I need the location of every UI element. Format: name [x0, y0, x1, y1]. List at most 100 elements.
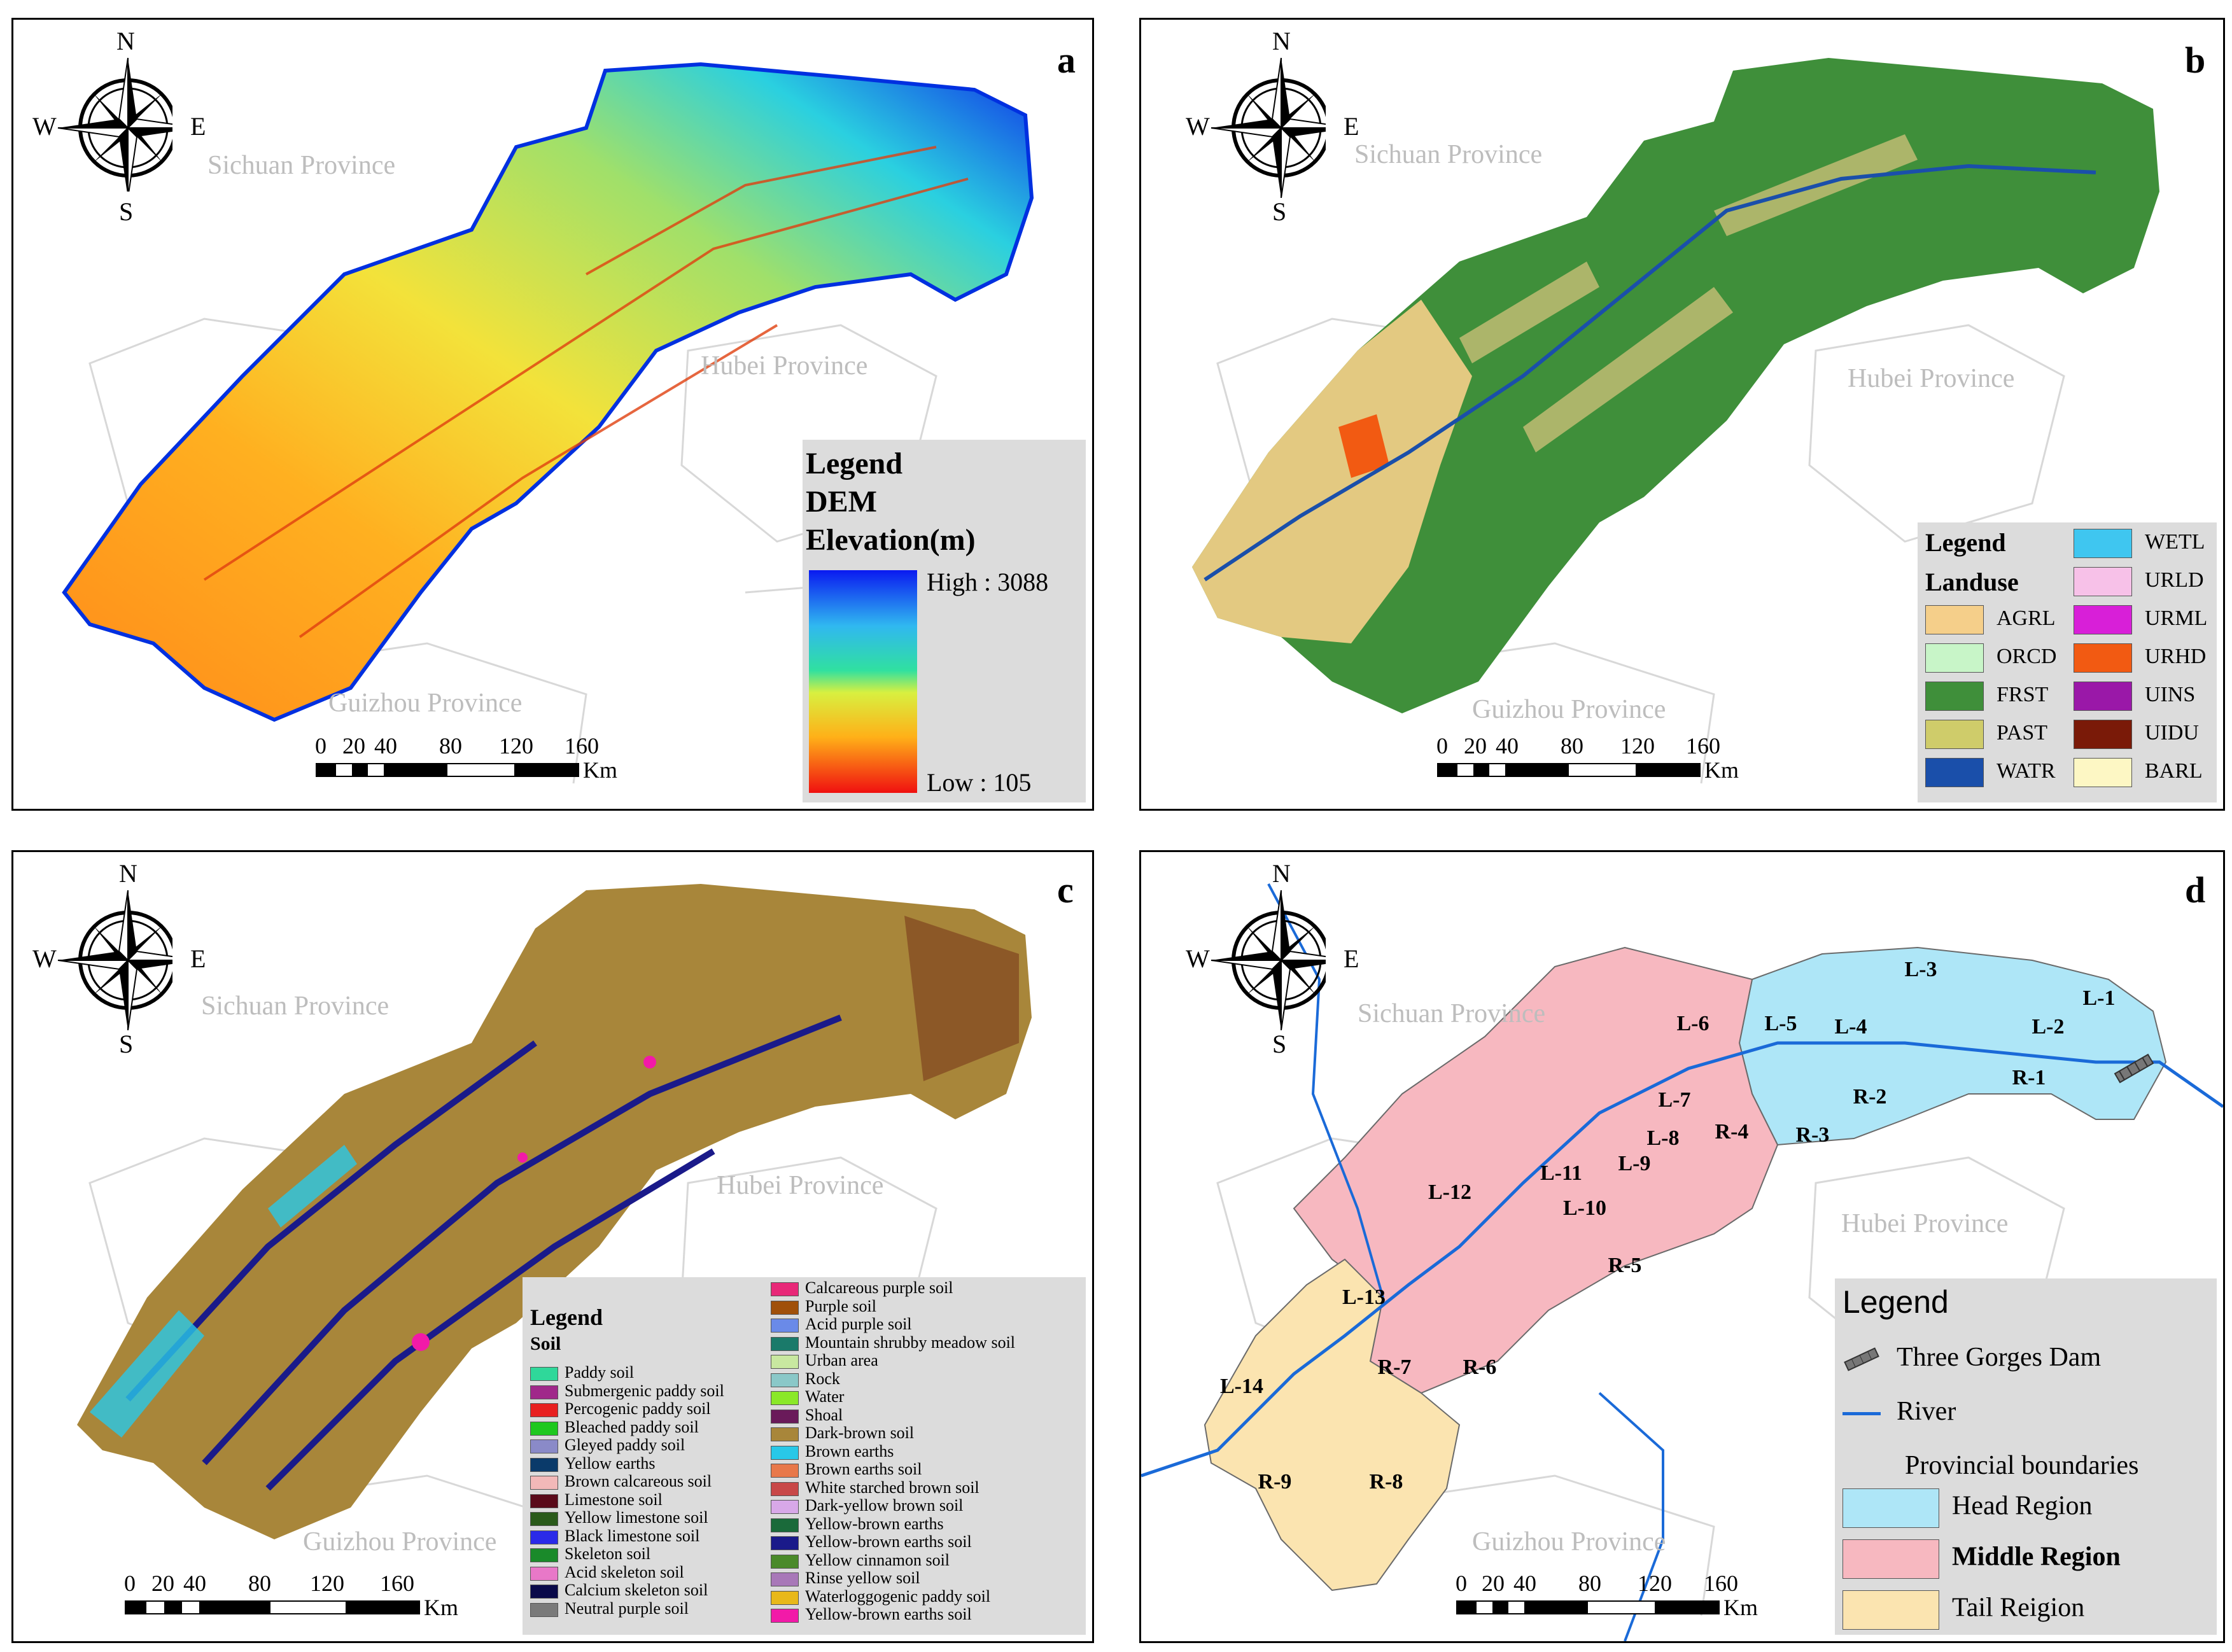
legend-swatch	[771, 1409, 799, 1424]
region-label-l-3: L-3	[1904, 958, 1937, 981]
scale-tick: 120	[1620, 733, 1655, 759]
panel-letter: b	[2185, 39, 2206, 81]
legend-item: Yellow cinnamon soil	[771, 1551, 950, 1570]
legend-item-label: AGRL	[1997, 606, 2056, 630]
legend-swatch	[530, 1566, 558, 1581]
legend-swatch	[530, 1403, 558, 1418]
legend-swatch	[530, 1476, 558, 1490]
scale-tick: 40	[374, 733, 397, 759]
province-label-hubei: Hubei Province	[1841, 1209, 2009, 1238]
legend-middle: Middle Region	[1842, 1539, 2121, 1579]
compass-w: W	[1186, 944, 1210, 973]
compass-n: N	[116, 27, 135, 55]
legend-item-label: Limestone soil	[565, 1490, 663, 1509]
scale-tick: 0	[124, 1571, 136, 1596]
scale-tick: 40	[183, 1571, 206, 1596]
province-label-sichuan: Sichuan Province	[207, 151, 396, 180]
legend-swatch	[1925, 758, 1984, 787]
region-label-l-5: L-5	[1764, 1012, 1797, 1035]
compass-e: E	[1344, 112, 1359, 141]
scale-tick: 80	[1561, 733, 1583, 759]
legend-swatch	[530, 1530, 558, 1544]
legend-item-label: Yellow-brown earths	[805, 1514, 944, 1533]
scale-tick: 80	[248, 1571, 271, 1596]
soil-legend: Legend Soil Paddy soil Submergenic paddy …	[523, 1277, 1086, 1635]
legend-item: Waterloggogenic paddy soil	[771, 1587, 990, 1606]
legend-swatch	[771, 1536, 799, 1551]
legend-swatch	[2074, 682, 2132, 711]
legend-item-label: PAST	[1997, 720, 2048, 745]
legend-swatch	[530, 1421, 558, 1436]
region-label-r-7: R-7	[1377, 1355, 1412, 1379]
legend-item-label: Acid skeleton soil	[565, 1562, 684, 1581]
scale-tick: 80	[1578, 1571, 1601, 1596]
region-label-l-10: L-10	[1563, 1196, 1606, 1220]
legend-item-label: Yellow limestone soil	[565, 1508, 708, 1527]
region-label-r-1: R-1	[2012, 1066, 2046, 1089]
scale-tick: 40	[1496, 733, 1519, 759]
region-label-r-8: R-8	[1369, 1470, 1403, 1494]
legend-item: Dark-brown soil	[771, 1424, 914, 1443]
legend-item-label: Gleyed paddy soil	[565, 1436, 685, 1454]
legend-item: Paddy soil	[530, 1363, 634, 1382]
legend-item-label: Percogenic paddy soil	[565, 1399, 711, 1418]
legend-item-label: Yellow-brown earths soil	[805, 1532, 972, 1551]
legend-swatch	[530, 1585, 558, 1599]
region-label-r-5: R-5	[1608, 1254, 1642, 1277]
legend-item: BARL	[2074, 758, 2203, 787]
legend-item: Yellow-brown earths soil	[771, 1532, 972, 1551]
legend-item: Yellow earths	[530, 1454, 656, 1473]
legend-item: UIDU	[2074, 720, 2199, 749]
compass-e: E	[1344, 944, 1359, 973]
legend-item: FRST	[1925, 682, 2048, 711]
legend-item-label: Acid purple soil	[805, 1315, 912, 1333]
legend-title: Legend	[1842, 1284, 1949, 1320]
legend-swatch	[530, 1494, 558, 1508]
legend-item-label: Waterloggogenic paddy soil	[805, 1586, 991, 1606]
legend-swatch	[771, 1572, 799, 1587]
scale-tick: 40	[1513, 1571, 1536, 1596]
scale-tick: 160	[1686, 733, 1720, 759]
legend-item: UINS	[2074, 682, 2195, 711]
legend-item-label: Submergenic paddy soil	[565, 1381, 724, 1400]
legend-swatch	[771, 1518, 799, 1532]
compass-e: E	[190, 944, 206, 973]
dem-map	[62, 62, 1034, 784]
scale-bar: 0 20 40 80 120 160 Km	[1436, 732, 1743, 790]
legend-title: Legend	[1925, 528, 2006, 557]
legend-swatch	[771, 1282, 799, 1297]
legend-swatch	[1925, 682, 1984, 711]
legend-item: Gleyed paddy soil	[530, 1436, 685, 1455]
legend-item: Rinse yellow soil	[771, 1569, 920, 1588]
legend-item: Bleached paddy soil	[530, 1418, 699, 1437]
scale-unit: Km	[1704, 757, 1739, 783]
legend-swatch	[771, 1609, 799, 1623]
legend-swatch	[771, 1590, 799, 1605]
legend-item: Rock	[771, 1369, 840, 1389]
legend-swatch	[2074, 758, 2132, 787]
region-label-l-12: L-12	[1428, 1180, 1471, 1204]
legend-item: Yellow limestone soil	[530, 1508, 708, 1527]
legend-swatch	[771, 1373, 799, 1387]
legend-item: URHD	[2074, 643, 2206, 673]
scale-unit: Km	[583, 757, 617, 783]
legend-swatch	[530, 1548, 558, 1563]
scale-tick: 20	[151, 1571, 174, 1596]
legend-item: WETL	[2074, 529, 2205, 558]
legend-item-label: WATR	[1997, 759, 2056, 783]
legend-swatch	[771, 1319, 799, 1333]
scale-tick: 0	[1436, 733, 1448, 759]
scale-tick: 20	[342, 733, 365, 759]
legend-item: Purple soil	[771, 1297, 876, 1316]
legend-item-label: BARL	[2145, 759, 2203, 783]
legend-dam: Three Gorges Dam	[1842, 1342, 2101, 1373]
legend-item-label: URLD	[2145, 568, 2204, 592]
legend-river: River	[1842, 1396, 1956, 1427]
scale-tick: 160	[380, 1571, 414, 1596]
compass-s: S	[119, 1030, 134, 1058]
legend-low: Low : 105	[927, 768, 1032, 797]
legend-item-label: Shoal	[805, 1405, 843, 1424]
province-label-sichuan: Sichuan Province	[1358, 999, 1546, 1028]
legend-item-label: Calcium skeleton soil	[565, 1581, 708, 1599]
legend-item-label: FRST	[1997, 682, 2049, 706]
